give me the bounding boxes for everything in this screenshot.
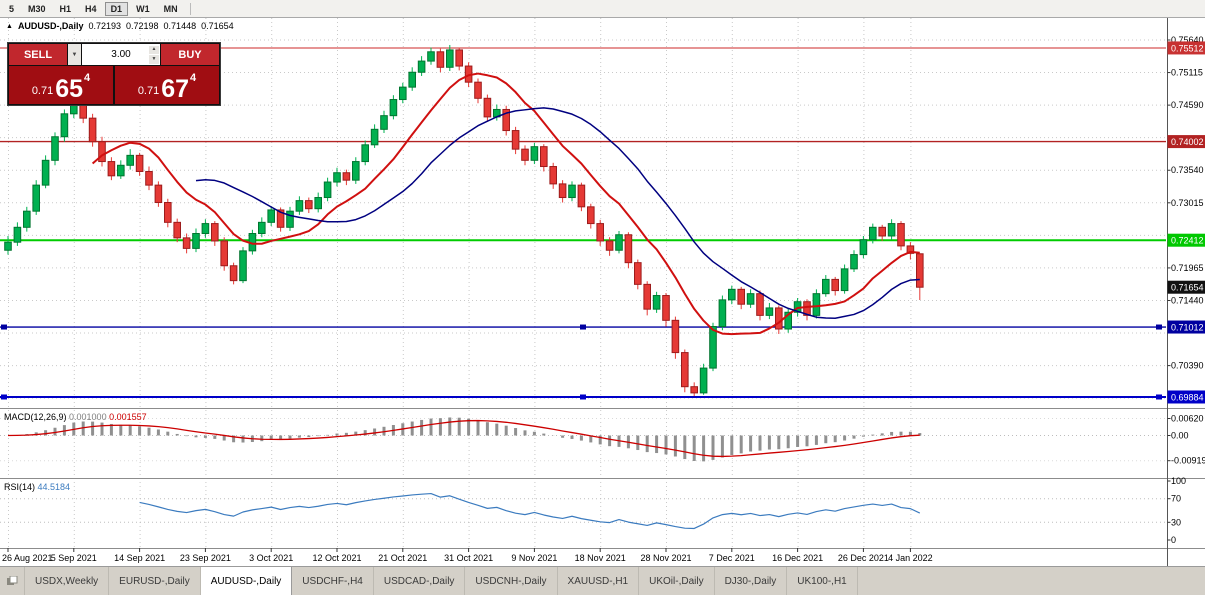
ohlc-open: 0.72193 <box>88 21 121 31</box>
timeframe-button-h4[interactable]: H4 <box>79 2 103 16</box>
chart-tab-ukoil-daily[interactable]: UKOil-,Daily <box>639 567 714 595</box>
svg-text:-0.00919: -0.00919 <box>1171 456 1205 466</box>
sell-price-pips: 65 <box>55 79 83 100</box>
volume-value: 3.00 <box>111 49 130 60</box>
one-click-trading-panel: SELL ▼ 3.00 ▲ ▼ BUY 0.71 65 4 <box>7 42 221 106</box>
chart-tab-uk100-h1[interactable]: UK100-,H1 <box>787 567 857 595</box>
svg-text:0.69884: 0.69884 <box>1171 392 1204 402</box>
svg-text:12 Oct 2021: 12 Oct 2021 <box>312 553 361 563</box>
svg-text:70: 70 <box>1171 494 1181 504</box>
symbol-marker-icon: ▲ <box>6 23 13 30</box>
toolbar-separator <box>190 3 191 15</box>
svg-text:0.71440: 0.71440 <box>1171 295 1204 305</box>
ohlc-low: 0.71448 <box>164 21 197 31</box>
buy-price-pips: 67 <box>161 79 189 100</box>
svg-text:100: 100 <box>1171 476 1186 486</box>
chart-area: MACD(12,26,9) 0.001000 0.001557 RSI(14) 4… <box>0 18 1205 566</box>
chart-tab-audusd-daily[interactable]: AUDUSD-,Daily <box>201 567 293 595</box>
svg-text:0.75512: 0.75512 <box>1171 43 1204 53</box>
timeframe-button-m30[interactable]: M30 <box>22 2 52 16</box>
svg-text:3 Oct 2021: 3 Oct 2021 <box>249 553 293 563</box>
timeframe-button-h1[interactable]: H1 <box>54 2 78 16</box>
macd-panel: MACD(12,26,9) 0.001000 0.001557 <box>4 412 920 461</box>
svg-text:18 Nov 2021: 18 Nov 2021 <box>575 553 626 563</box>
buy-button[interactable]: BUY <box>161 44 219 65</box>
svg-text:0.70390: 0.70390 <box>1171 361 1204 371</box>
svg-text:0.73540: 0.73540 <box>1171 165 1204 175</box>
volume-up-icon[interactable]: ▲ <box>149 46 159 55</box>
chart-list-icon[interactable] <box>0 567 25 595</box>
chart-tab-dj30-daily[interactable]: DJ30-,Daily <box>715 567 788 595</box>
buy-price-prefix: 0.71 <box>138 86 159 97</box>
svg-text:21 Oct 2021: 21 Oct 2021 <box>378 553 427 563</box>
sell-price-prefix: 0.71 <box>32 86 53 97</box>
svg-text:0.71654: 0.71654 <box>1171 283 1204 293</box>
chart-header: ▲ AUDUSD-,Daily 0.72193 0.72198 0.71448 … <box>6 21 234 31</box>
timeframe-button-w1[interactable]: W1 <box>130 2 156 16</box>
svg-text:0.74590: 0.74590 <box>1171 100 1204 110</box>
chart-tab-xauusd-h1[interactable]: XAUUSD-,H1 <box>558 567 640 595</box>
svg-text:RSI(14) 44.5184: RSI(14) 44.5184 <box>4 482 70 492</box>
svg-text:MACD(12,26,9) 0.001000 0.00155: MACD(12,26,9) 0.001000 0.001557 <box>4 412 147 422</box>
svg-text:5 Sep 2021: 5 Sep 2021 <box>51 553 97 563</box>
ohlc-high: 0.72198 <box>126 21 159 31</box>
svg-text:30: 30 <box>1171 517 1181 527</box>
svg-text:28 Nov 2021: 28 Nov 2021 <box>640 553 691 563</box>
svg-text:0.71965: 0.71965 <box>1171 263 1204 273</box>
volume-input[interactable]: 3.00 ▲ ▼ <box>82 44 160 65</box>
chart-tab-usdcnh-daily[interactable]: USDCNH-,Daily <box>465 567 557 595</box>
sell-price-point: 4 <box>84 73 90 84</box>
svg-text:9 Nov 2021: 9 Nov 2021 <box>511 553 557 563</box>
svg-text:26 Aug 2021: 26 Aug 2021 <box>2 553 53 563</box>
svg-text:16 Dec 2021: 16 Dec 2021 <box>772 553 823 563</box>
timeframe-button-5[interactable]: 5 <box>3 2 20 16</box>
svg-text:0.72412: 0.72412 <box>1171 236 1204 246</box>
timeframe-button-d1[interactable]: D1 <box>105 2 129 16</box>
svg-text:0.73015: 0.73015 <box>1171 198 1204 208</box>
ohlc-close: 0.71654 <box>201 21 234 31</box>
volume-dropdown-button[interactable]: ▼ <box>68 44 81 65</box>
chart-tab-usdchf-h4[interactable]: USDCHF-,H4 <box>292 567 374 595</box>
ma-lines <box>93 74 920 335</box>
svg-text:0.00620: 0.00620 <box>1171 413 1204 423</box>
svg-text:7 Dec 2021: 7 Dec 2021 <box>709 553 755 563</box>
price-scale: 0.756400.751150.745900.735400.730150.719… <box>1168 35 1205 545</box>
svg-text:31 Oct 2021: 31 Oct 2021 <box>444 553 493 563</box>
sell-button[interactable]: SELL <box>9 44 67 65</box>
sell-price-tile[interactable]: 0.71 65 4 <box>9 66 113 104</box>
rsi-panel: RSI(14) 44.5184 <box>4 482 920 528</box>
chart-symbol-label: AUDUSD-,Daily <box>18 21 84 31</box>
chart-tab-usdx-weekly[interactable]: USDX,Weekly <box>25 567 109 595</box>
svg-text:14 Sep 2021: 14 Sep 2021 <box>114 553 165 563</box>
chart-tab-usdcad-daily[interactable]: USDCAD-,Daily <box>374 567 466 595</box>
timeframe-button-mn[interactable]: MN <box>158 2 184 16</box>
volume-spinner: ▲ ▼ <box>149 45 159 64</box>
volume-down-icon[interactable]: ▼ <box>149 55 159 64</box>
svg-text:4 Jan 2022: 4 Jan 2022 <box>888 553 933 563</box>
chart-tab-eurusd-daily[interactable]: EURUSD-,Daily <box>109 567 201 595</box>
svg-text:0.74002: 0.74002 <box>1171 137 1204 147</box>
svg-text:0.75115: 0.75115 <box>1171 68 1203 78</box>
svg-text:0.00: 0.00 <box>1171 431 1189 441</box>
buy-price-point: 4 <box>190 73 196 84</box>
svg-text:0: 0 <box>1171 535 1176 545</box>
svg-text:23 Sep 2021: 23 Sep 2021 <box>180 553 231 563</box>
buy-price-tile[interactable]: 0.71 67 4 <box>115 66 219 104</box>
svg-text:0.71012: 0.71012 <box>1171 323 1204 333</box>
svg-text:26 Dec 2021: 26 Dec 2021 <box>838 553 889 563</box>
